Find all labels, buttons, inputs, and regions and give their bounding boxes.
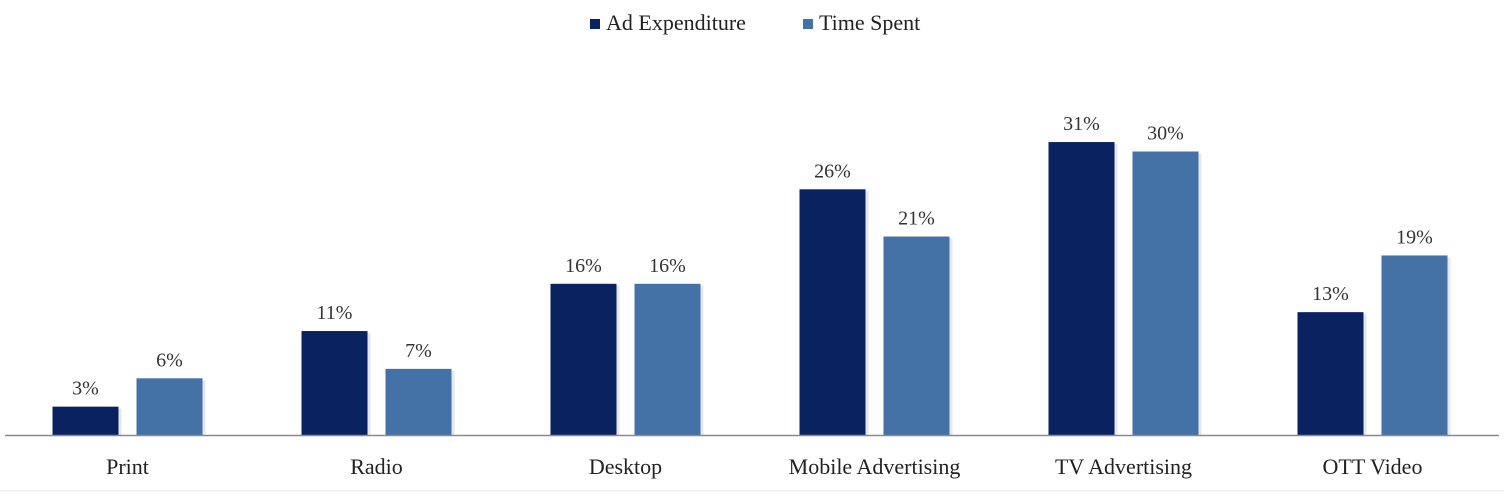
bar-time-spent-ott-video bbox=[1381, 255, 1448, 435]
category-label-radio: Radio bbox=[350, 454, 403, 479]
data-label-time-spent-radio: 7% bbox=[405, 340, 432, 362]
data-labels: 3% 6% 11% 7% 16% 16% 26% 21% 31% 30% 13% 19% bbox=[72, 113, 1433, 400]
bar-ad-expenditure-ott-video bbox=[1297, 312, 1364, 435]
data-label-ad-expenditure-print: 3% bbox=[72, 378, 99, 400]
bar-time-spent-desktop bbox=[634, 283, 701, 435]
data-label-ad-expenditure-desktop: 16% bbox=[565, 255, 602, 277]
bar-ad-expenditure-tv-advertising bbox=[1048, 142, 1115, 436]
bar-ad-expenditure-print bbox=[52, 406, 119, 435]
data-label-ad-expenditure-ott-video: 13% bbox=[1312, 283, 1349, 305]
x-axis: Print Radio Desktop Mobile Advertising TV Ad… bbox=[0, 434, 1504, 492]
legend-item-ad-expenditure: Ad Expenditure bbox=[590, 10, 746, 35]
legend-swatch-ad-expenditure bbox=[590, 19, 600, 29]
category-label-desktop: Desktop bbox=[589, 454, 662, 479]
data-label-ad-expenditure-mobile-advertising: 26% bbox=[814, 160, 851, 182]
bar-ad-expenditure-desktop bbox=[550, 283, 617, 435]
bar-time-spent-tv-advertising bbox=[1132, 151, 1199, 435]
category-label-tv-advertising: TV Advertising bbox=[1055, 454, 1192, 479]
category-label-mobile-advertising: Mobile Advertising bbox=[789, 454, 961, 479]
data-label-ad-expenditure-tv-advertising: 31% bbox=[1063, 113, 1100, 135]
category-label-print: Print bbox=[106, 454, 149, 479]
data-label-time-spent-ott-video: 19% bbox=[1396, 226, 1433, 248]
category-label-ott-video: OTT Video bbox=[1323, 454, 1423, 479]
bars bbox=[52, 142, 1451, 436]
bar-ad-expenditure-radio bbox=[301, 331, 368, 435]
legend-swatch-time-spent bbox=[803, 19, 813, 29]
legend-label-ad-expenditure: Ad Expenditure bbox=[606, 10, 746, 35]
bar-ad-expenditure-mobile-advertising bbox=[799, 189, 866, 435]
legend: Ad Expenditure Time Spent bbox=[590, 10, 920, 35]
data-label-ad-expenditure-radio: 11% bbox=[317, 302, 353, 324]
data-label-time-spent-tv-advertising: 30% bbox=[1147, 123, 1184, 145]
legend-label-time-spent: Time Spent bbox=[819, 10, 920, 35]
legend-item-time-spent: Time Spent bbox=[803, 10, 920, 35]
bar-time-spent-radio bbox=[385, 368, 452, 435]
data-label-time-spent-mobile-advertising: 21% bbox=[898, 208, 935, 230]
data-label-time-spent-print: 6% bbox=[156, 349, 183, 371]
data-label-time-spent-desktop: 16% bbox=[649, 255, 686, 277]
bar-time-spent-print bbox=[136, 378, 203, 435]
bar-time-spent-mobile-advertising bbox=[883, 236, 950, 435]
